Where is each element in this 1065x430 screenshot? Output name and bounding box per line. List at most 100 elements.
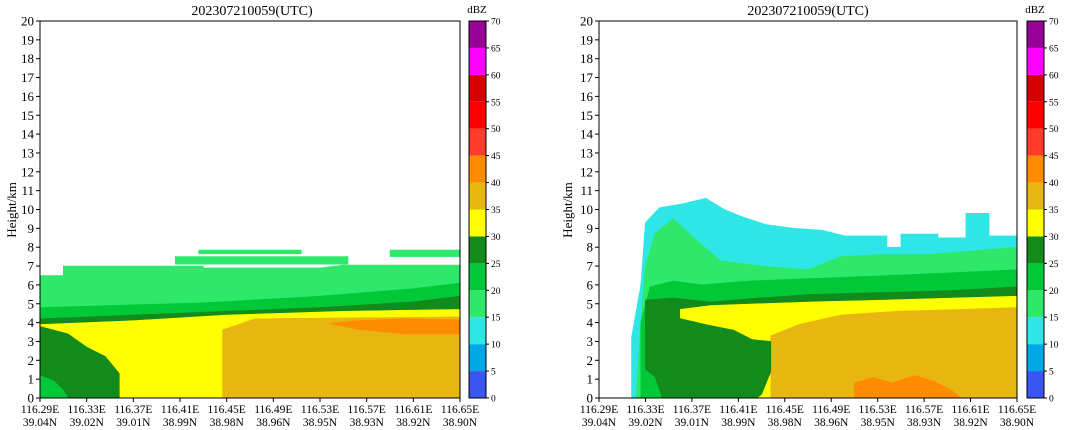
colorbar-tick-label: 45 [491, 152, 501, 162]
y-tick-label: 20 [580, 14, 593, 29]
x-tick-label-lat: 38.99N [163, 417, 198, 429]
colorbar-swatch [469, 263, 486, 291]
colorbar-tick-label: 55 [1049, 98, 1059, 108]
y-tick-label: 8 [28, 240, 35, 255]
reflectivity-region [329, 318, 460, 335]
y-tick-label: 6 [28, 277, 35, 292]
x-tick-label-lon: 116.29E [21, 404, 59, 416]
x-tick-label-lat: 39.02N [628, 417, 663, 429]
y-tick-label: 13 [21, 145, 34, 160]
colorbar-swatch [469, 290, 486, 318]
x-tick-label-lon: 116.29E [580, 404, 618, 416]
y-tick-label: 0 [28, 391, 35, 406]
colorbar-tick-label: 35 [1049, 206, 1059, 216]
reflectivity-region [119, 324, 223, 398]
colorbar-swatch [1027, 317, 1044, 345]
y-tick-label: 20 [21, 14, 34, 29]
x-tick-label-lon: 116.61E [951, 404, 989, 416]
colorbar-tick-label: 20 [491, 287, 501, 297]
x-tick-label-lat: 38.98N [210, 417, 245, 429]
colorbar-swatch [1027, 47, 1044, 75]
y-tick-label: 10 [21, 202, 34, 217]
y-tick-label: 5 [28, 296, 35, 311]
colorbar-tick-label: 60 [491, 71, 501, 81]
colorbar-swatch [1027, 21, 1044, 48]
colorbar-swatch [1027, 236, 1044, 264]
colorbar-tick-label: 5 [1049, 368, 1054, 378]
x-tick-label-lon: 116.33E [68, 404, 106, 416]
colorbar-tick-label: 60 [1049, 71, 1059, 81]
y-tick-label: 9 [587, 221, 594, 236]
x-tick-label-lat: 39.04N [23, 417, 58, 429]
panel-1: 202307210059(UTC) Height/km 012345678910… [4, 4, 501, 429]
x-tick-label-lat: 38.90N [443, 417, 478, 429]
colorbar-tick-label: 70 [491, 18, 501, 28]
y-tick-label: 18 [21, 51, 34, 66]
y-tick-label: 14 [21, 127, 35, 142]
reflectivity-region [198, 249, 302, 255]
y-tick-label: 16 [580, 89, 594, 104]
y-tick-label: 7 [28, 259, 35, 274]
colorbar-swatch [469, 344, 486, 372]
x-tick-label-lon: 116.65E [998, 404, 1036, 416]
reflectivity-region [854, 375, 962, 398]
y-tick-label: 17 [21, 70, 35, 85]
reflectivity-field-1 [40, 249, 460, 398]
colorbar-swatch [469, 371, 486, 398]
colorbar-tick-label: 55 [491, 98, 501, 108]
reflectivity-region [40, 375, 69, 398]
chart-title-2: 202307210059(UTC) [747, 4, 869, 19]
colorbar-swatch [469, 74, 486, 102]
x-tick-label-lon: 116.61E [394, 404, 432, 416]
colorbar-swatch [1027, 182, 1044, 210]
colorbar-tick-label: 25 [491, 260, 501, 270]
colorbar-label-2: dBZ [1025, 4, 1045, 16]
reflectivity-region [389, 249, 460, 257]
colorbar-tick-label: 0 [1049, 395, 1054, 405]
y-tick-label: 5 [587, 296, 594, 311]
y-tick-label: 19 [580, 32, 593, 47]
colorbar-tick-label: 50 [491, 125, 501, 135]
y-axis-label-2: Height/km [560, 182, 575, 238]
plot-area-1: 01234567891011121314151617181920116.29E3… [21, 14, 479, 430]
x-tick-label-lon: 116.49E [812, 404, 850, 416]
colorbar-tick-label: 30 [1049, 233, 1059, 243]
x-tick-label-lon: 116.45E [766, 404, 804, 416]
y-tick-label: 19 [21, 32, 34, 47]
x-tick-label-lon: 116.37E [114, 404, 152, 416]
colorbar-tick-label: 50 [1049, 125, 1059, 135]
x-tick-label-lon: 116.57E [905, 404, 943, 416]
reflectivity-region [649, 316, 772, 398]
reflectivity-field-2 [631, 197, 1017, 398]
colorbar-tick-label: 15 [491, 314, 501, 324]
x-tick-label-lat: 38.93N [350, 417, 385, 429]
x-tick-label-lat: 38.99N [721, 417, 756, 429]
y-tick-label: 4 [28, 315, 35, 330]
colorbar-swatch [469, 101, 486, 129]
colorbar-tick-label: 40 [491, 179, 501, 189]
colorbar-1: dBZ 0 5 10 15 20 25 30 35 40 45 50 55 60 65 70 [467, 4, 501, 405]
colorbar-tick-label: 10 [1049, 341, 1059, 351]
plot-area-2: 01234567891011121314151617181920116.29E3… [580, 14, 1036, 430]
colorbar-swatch [469, 128, 486, 156]
y-tick-label: 11 [580, 183, 593, 198]
colorbar-swatch [1027, 209, 1044, 237]
colorbar-swatch [1027, 263, 1044, 291]
y-tick-label: 6 [587, 277, 594, 292]
x-tick-label-lat: 38.98N [768, 417, 803, 429]
colorbar-tick-label: 30 [491, 233, 501, 243]
y-tick-label: 12 [21, 164, 34, 179]
y-tick-label: 12 [580, 164, 593, 179]
x-tick-label-lat: 39.01N [116, 417, 151, 429]
colorbar-swatch [1027, 155, 1044, 183]
colorbar-swatch [469, 209, 486, 237]
x-tick-label-lon: 116.53E [301, 404, 339, 416]
colorbar-tick-label: 70 [1049, 18, 1059, 28]
x-tick-label-lon: 116.33E [626, 404, 664, 416]
x-tick-label-lon: 116.45E [208, 404, 246, 416]
colorbar-label-1: dBZ [467, 4, 487, 16]
reflectivity-region [642, 367, 663, 398]
x-tick-label-lat: 38.95N [303, 417, 338, 429]
y-tick-label: 13 [580, 145, 593, 160]
